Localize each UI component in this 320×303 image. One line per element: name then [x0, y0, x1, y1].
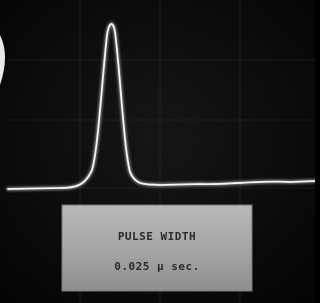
- label-value: 0.025 μ sec.: [114, 260, 199, 273]
- label-box: [62, 205, 252, 291]
- label-title: PULSE WIDTH: [118, 230, 196, 243]
- oscilloscope-photo: PULSE WIDTH 0.025 μ sec.: [0, 0, 315, 303]
